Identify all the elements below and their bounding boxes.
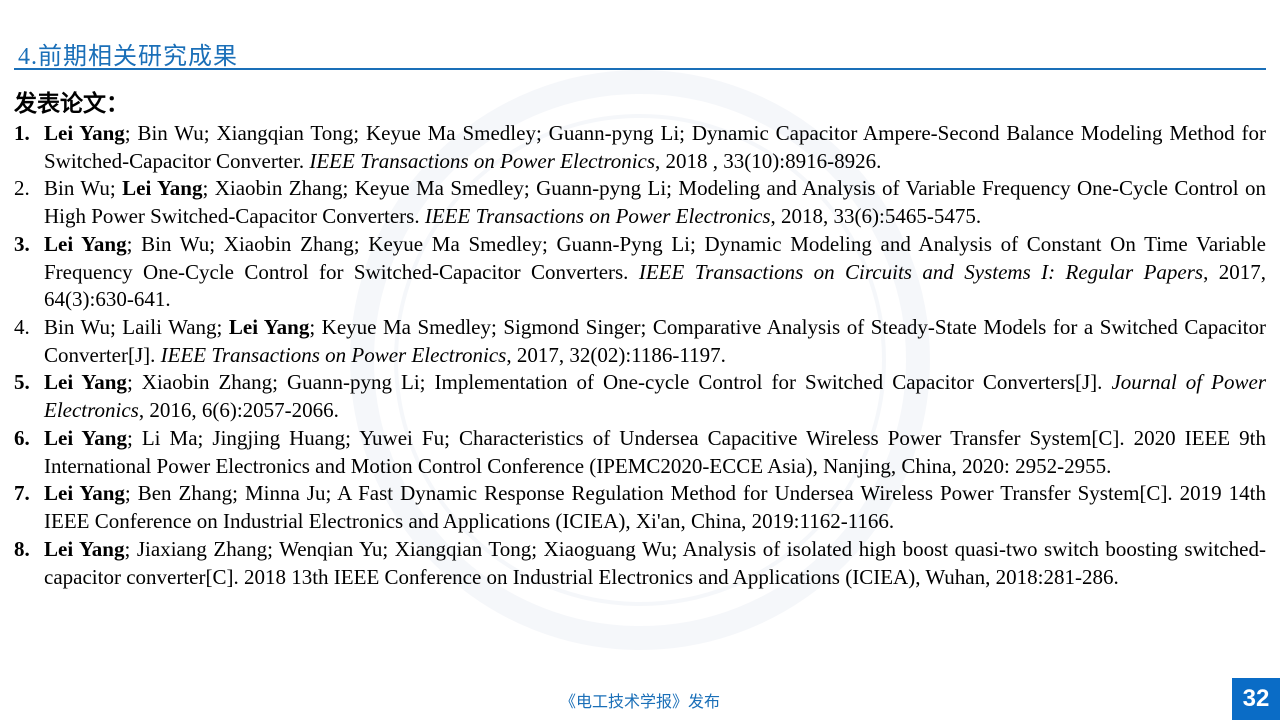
publication-text-part: , 2017, 32(02):1186-1197. <box>506 343 726 367</box>
publication-number: 2. <box>14 175 30 203</box>
publication-text-part: Lei Yang <box>229 315 309 339</box>
publication-list: 1.Lei Yang; Bin Wu; Xiangqian Tong; Keyu… <box>14 120 1266 591</box>
publication-number: 4. <box>14 314 30 342</box>
publication-text-part: IEEE Transactions on Power Electronics <box>425 204 771 228</box>
publication-item: 1.Lei Yang; Bin Wu; Xiangqian Tong; Keyu… <box>14 120 1266 175</box>
publication-text-part: Lei Yang <box>44 481 125 505</box>
publication-item: 6. Lei Yang; Li Ma; Jingjing Huang; Yuwei… <box>14 425 1266 480</box>
section-title: 4.前期相关研究成果 <box>18 36 238 71</box>
publication-text-part: IEEE Transactions on Power Electronics <box>309 149 655 173</box>
publication-number: 1. <box>14 120 30 148</box>
publication-item: 8. Lei Yang; Jiaxiang Zhang; Wenqian Yu; … <box>14 536 1266 591</box>
publication-text-part: IEEE Transactions on Circuits and System… <box>639 260 1203 284</box>
publication-item: 4.Bin Wu; Laili Wang; Lei Yang; Keyue Ma… <box>14 314 1266 369</box>
publication-text-part: ; Ben Zhang; Minna Ju; A Fast Dynamic Re… <box>44 481 1266 533</box>
publication-item: 3.Lei Yang; Bin Wu; Xiaobin Zhang; Keyue… <box>14 231 1266 314</box>
publication-text-part: Lei Yang <box>44 232 127 256</box>
publication-text-part: Lei Yang <box>44 121 125 145</box>
publication-item: 5. Lei Yang; Xiaobin Zhang; Guann-pyng Li… <box>14 369 1266 424</box>
publication-text-part: Bin Wu; <box>44 176 122 200</box>
publication-text-part: Lei Yang <box>44 426 127 450</box>
publication-text-part: Bin Wu; Laili Wang; <box>44 315 229 339</box>
content-area: 发表论文： 1.Lei Yang; Bin Wu; Xiangqian Tong… <box>14 84 1266 591</box>
publication-number: 8. <box>14 536 30 564</box>
publication-text-part: Lei Yang <box>122 176 202 200</box>
publication-text-part: ; Li Ma; Jingjing Huang; Yuwei Fu; Chara… <box>44 426 1266 478</box>
publication-text-part: ; Jiaxiang Zhang; Wenqian Yu; Xiangqian … <box>44 537 1266 589</box>
publication-number: 6. <box>14 425 30 453</box>
publications-heading: 发表论文： <box>14 84 1266 118</box>
publication-text-part: , 2016, 6(6):2057-2066. <box>139 398 339 422</box>
footer-text: 《电工技术学报》发布 <box>0 688 1280 712</box>
publication-number: 5. <box>14 369 30 397</box>
publication-text-part: , 2018, 33(6):5465-5475. <box>771 204 982 228</box>
publication-item: 7. Lei Yang; Ben Zhang; Minna Ju; A Fast … <box>14 480 1266 535</box>
publication-item: 2.Bin Wu; Lei Yang; Xiaobin Zhang; Keyue… <box>14 175 1266 230</box>
publication-text-part: , 2018 , 33(10):8916-8926. <box>655 149 881 173</box>
publication-text-part: IEEE Transactions on Power Electronics <box>161 343 507 367</box>
publication-number: 7. <box>14 480 30 508</box>
publication-text-part: ; Xiaobin Zhang; Guann-pyng Li; Implemen… <box>127 370 1112 394</box>
publication-text-part: Lei Yang <box>44 537 124 561</box>
title-rule <box>14 68 1266 70</box>
page-number-box: 32 <box>1232 678 1280 720</box>
publication-text-part: Lei Yang <box>44 370 127 394</box>
publication-number: 3. <box>14 231 30 259</box>
